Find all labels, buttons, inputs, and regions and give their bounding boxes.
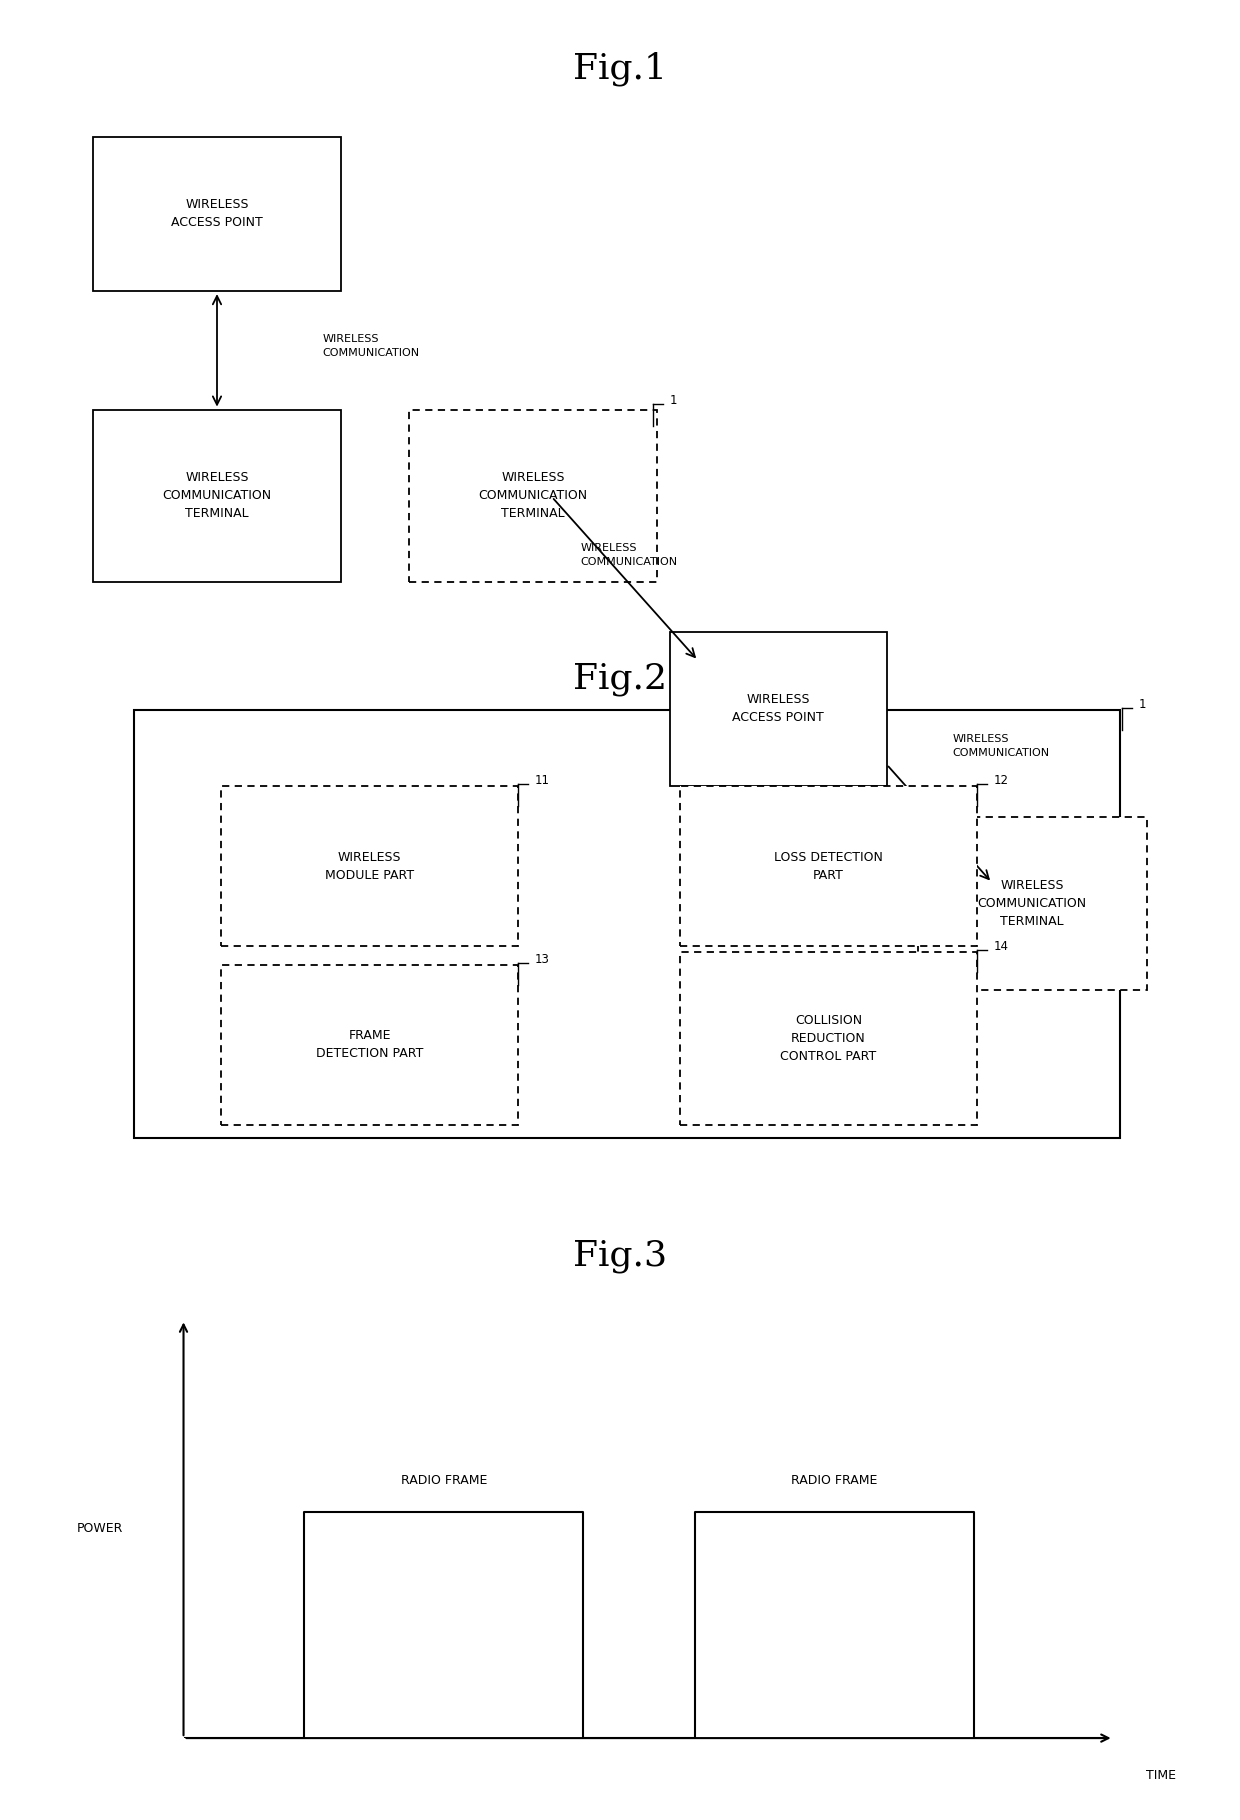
FancyBboxPatch shape xyxy=(680,952,977,1125)
Text: WIRELESS
COMMUNICATION: WIRELESS COMMUNICATION xyxy=(580,542,677,568)
Text: WIRELESS
COMMUNICATION: WIRELESS COMMUNICATION xyxy=(322,333,419,359)
Text: WIRELESS
ACCESS POINT: WIRELESS ACCESS POINT xyxy=(171,198,263,229)
FancyBboxPatch shape xyxy=(221,965,518,1125)
Text: 12: 12 xyxy=(993,774,1008,788)
Text: 1: 1 xyxy=(670,393,677,408)
Text: Fig.1: Fig.1 xyxy=(573,53,667,86)
Text: 13: 13 xyxy=(534,952,549,966)
Text: WIRELESS
COMMUNICATION
TERMINAL: WIRELESS COMMUNICATION TERMINAL xyxy=(977,879,1087,928)
Text: LOSS DETECTION
PART: LOSS DETECTION PART xyxy=(774,850,883,883)
Text: WIRELESS
COMMUNICATION
TERMINAL: WIRELESS COMMUNICATION TERMINAL xyxy=(162,471,272,521)
FancyBboxPatch shape xyxy=(93,410,341,582)
Text: Fig.2: Fig.2 xyxy=(573,662,667,695)
Text: Fig.3: Fig.3 xyxy=(573,1239,667,1272)
FancyBboxPatch shape xyxy=(134,710,1120,1138)
Text: 11: 11 xyxy=(534,774,549,788)
Text: WIRELESS
COMMUNICATION
TERMINAL: WIRELESS COMMUNICATION TERMINAL xyxy=(479,471,588,521)
Text: FRAME
DETECTION PART: FRAME DETECTION PART xyxy=(316,1028,423,1061)
Text: WIRELESS
MODULE PART: WIRELESS MODULE PART xyxy=(325,850,414,883)
FancyBboxPatch shape xyxy=(409,410,657,582)
Text: RADIO FRAME: RADIO FRAME xyxy=(401,1474,487,1487)
Text: COLLISION
REDUCTION
CONTROL PART: COLLISION REDUCTION CONTROL PART xyxy=(780,1014,877,1063)
FancyBboxPatch shape xyxy=(221,786,518,946)
Text: TIME: TIME xyxy=(1146,1769,1176,1782)
FancyBboxPatch shape xyxy=(918,817,1147,990)
Text: RADIO FRAME: RADIO FRAME xyxy=(791,1474,878,1487)
FancyBboxPatch shape xyxy=(670,632,887,786)
Text: 14: 14 xyxy=(993,939,1008,954)
Text: 1: 1 xyxy=(1138,697,1146,712)
FancyBboxPatch shape xyxy=(93,136,341,291)
FancyBboxPatch shape xyxy=(680,786,977,946)
Text: POWER: POWER xyxy=(77,1522,123,1536)
Text: WIRELESS
ACCESS POINT: WIRELESS ACCESS POINT xyxy=(733,693,823,724)
Text: WIRELESS
COMMUNICATION: WIRELESS COMMUNICATION xyxy=(952,733,1049,759)
